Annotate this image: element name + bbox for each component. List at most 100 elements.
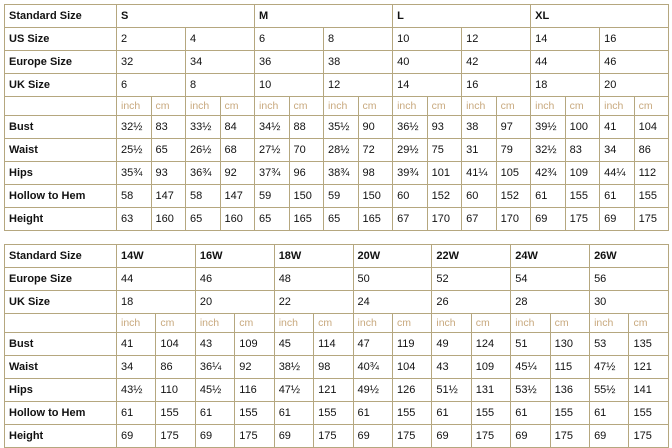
cell-height-plus-4: 69 <box>273 424 315 448</box>
group-header-24w: 24W <box>510 244 591 268</box>
cell-hips-plus-8: 51½ <box>431 378 472 402</box>
unit-cell-8: inch <box>392 96 428 116</box>
standard-size-group-header-row: Standard Size S M L XL <box>4 4 670 28</box>
cell-waist-plus-3: 92 <box>234 355 275 379</box>
cell-hollow-4: 59 <box>254 184 290 208</box>
cell-hollow-plus-4: 61 <box>273 401 315 425</box>
standard-size-table-body: Standard Size S M L XL US Size 2 4 6 8 1… <box>4 4 670 231</box>
cell-uk-plus-5: 28 <box>510 290 591 314</box>
cell-bust-plus-7: 119 <box>391 332 433 356</box>
cell-hollow-plus-0: 61 <box>115 401 157 425</box>
cell-europe-plus-2: 48 <box>273 267 354 291</box>
cell-waist-0: 25½ <box>116 138 152 162</box>
cell-hips-plus-10: 53½ <box>510 378 551 402</box>
cell-hollow-3: 147 <box>219 184 256 208</box>
cell-europe-plus-0: 44 <box>116 267 196 291</box>
cell-bust-11: 97 <box>495 115 532 139</box>
table-row-hips: Hips 35¾ 93 36¾ 92 37¾ 96 38¾ 98 39¾ 101… <box>4 161 670 185</box>
cell-height-9: 170 <box>426 207 463 231</box>
cell-height-plus-11: 175 <box>549 424 591 448</box>
cell-bust-2: 33½ <box>185 115 221 139</box>
plus-size-table-body: Standard Size 14W 16W 18W 20W 22W 24W 26… <box>4 244 669 448</box>
table-row-waist-plus: Waist 34 86 36¼ 92 38½ 98 40¾ 104 43 109… <box>4 355 669 379</box>
unit-cell-plus-3: cm <box>234 313 275 333</box>
cell-height-0: 63 <box>116 207 152 231</box>
cell-height-15: 175 <box>633 207 670 231</box>
cell-hollow-plus-10: 61 <box>510 401 551 425</box>
cell-bust-6: 35½ <box>323 115 359 139</box>
unit-cell-0: inch <box>116 96 152 116</box>
table-row-height-plus: Height 69 175 69 175 69 175 69 175 69 17… <box>4 424 669 448</box>
cell-waist-plus-7: 104 <box>391 355 433 379</box>
table-gap-divider <box>4 231 668 244</box>
cell-hips-13: 109 <box>564 161 601 185</box>
cell-hollow-0: 58 <box>116 184 152 208</box>
unit-cell-plus-1: cm <box>155 313 196 333</box>
cell-hips-11: 105 <box>495 161 532 185</box>
row-label-bust-plus: Bust <box>4 332 117 356</box>
cell-us-size-3: 8 <box>323 27 394 51</box>
cell-hips-7: 98 <box>357 161 394 185</box>
cell-bust-plus-12: 53 <box>589 332 630 356</box>
group-header-18w: 18W <box>273 244 354 268</box>
cell-hips-plus-4: 47½ <box>273 378 315 402</box>
cell-height-14: 69 <box>599 207 635 231</box>
cell-waist-plus-4: 38½ <box>273 355 315 379</box>
table-row-waist: Waist 25½ 65 26½ 68 27½ 70 28½ 72 29½ 75… <box>4 138 670 162</box>
cell-waist-7: 72 <box>357 138 394 162</box>
row-label-hollow-to-hem: Hollow to Hem <box>4 184 117 208</box>
cell-hips-plus-11: 136 <box>549 378 591 402</box>
cell-waist-plus-1: 86 <box>155 355 196 379</box>
cell-hollow-plus-12: 61 <box>589 401 630 425</box>
cell-height-plus-8: 69 <box>431 424 472 448</box>
cell-hollow-9: 152 <box>426 184 463 208</box>
unit-cell-plus-12: inch <box>589 313 630 333</box>
cell-hips-15: 112 <box>633 161 670 185</box>
cell-hollow-5: 150 <box>288 184 325 208</box>
cell-hollow-13: 155 <box>564 184 601 208</box>
row-label-waist-plus: Waist <box>4 355 117 379</box>
cell-height-plus-5: 175 <box>313 424 354 448</box>
cell-waist-10: 31 <box>461 138 497 162</box>
cell-hips-plus-5: 121 <box>313 378 354 402</box>
group-header-m: M <box>254 4 394 28</box>
row-label-bust: Bust <box>4 115 117 139</box>
cell-hollow-plus-6: 61 <box>352 401 393 425</box>
cell-hollow-plus-1: 155 <box>155 401 196 425</box>
cell-bust-8: 36½ <box>392 115 428 139</box>
cell-height-plus-2: 69 <box>194 424 236 448</box>
cell-waist-plus-8: 43 <box>431 355 472 379</box>
unit-cell-plus-13: cm <box>628 313 669 333</box>
cell-hollow-plus-11: 155 <box>549 401 591 425</box>
unit-cell-plus-0: inch <box>115 313 157 333</box>
table-row-units: inch cm inch cm inch cm inch cm inch cm … <box>4 96 670 116</box>
cell-europe-plus-5: 54 <box>510 267 591 291</box>
cell-height-6: 65 <box>323 207 359 231</box>
cell-uk-size-3: 12 <box>323 73 394 97</box>
cell-bust-plus-6: 47 <box>352 332 393 356</box>
cell-bust-plus-1: 104 <box>155 332 196 356</box>
cell-uk-size-1: 8 <box>184 73 256 97</box>
unit-cell-11: cm <box>495 96 532 116</box>
cell-hips-plus-7: 126 <box>391 378 433 402</box>
cell-uk-plus-3: 24 <box>352 290 433 314</box>
cell-bust-plus-9: 124 <box>470 332 512 356</box>
cell-height-11: 170 <box>495 207 532 231</box>
unit-cell-plus-6: inch <box>352 313 393 333</box>
table-row-uk-size-plus: UK Size 18 20 22 24 26 28 30 <box>4 290 669 314</box>
unit-cell-7: cm <box>357 96 394 116</box>
cell-bust-7: 90 <box>357 115 394 139</box>
row-label-uk-size: UK Size <box>4 73 117 97</box>
cell-bust-plus-13: 135 <box>628 332 669 356</box>
cell-hollow-plus-13: 155 <box>628 401 669 425</box>
cell-hips-1: 93 <box>150 161 186 185</box>
cell-uk-size-7: 20 <box>599 73 670 97</box>
cell-waist-13: 83 <box>564 138 601 162</box>
plus-size-table: Standard Size 14W 16W 18W 20W 22W 24W 26… <box>4 244 669 448</box>
group-header-20w: 20W <box>352 244 433 268</box>
table-row-europe-size: Europe Size 32 34 36 38 40 42 44 46 <box>4 50 670 74</box>
cell-waist-plus-6: 40¾ <box>352 355 393 379</box>
cell-hips-plus-13: 141 <box>628 378 669 402</box>
unit-cell-plus-2: inch <box>194 313 236 333</box>
cell-height-12: 69 <box>530 207 566 231</box>
